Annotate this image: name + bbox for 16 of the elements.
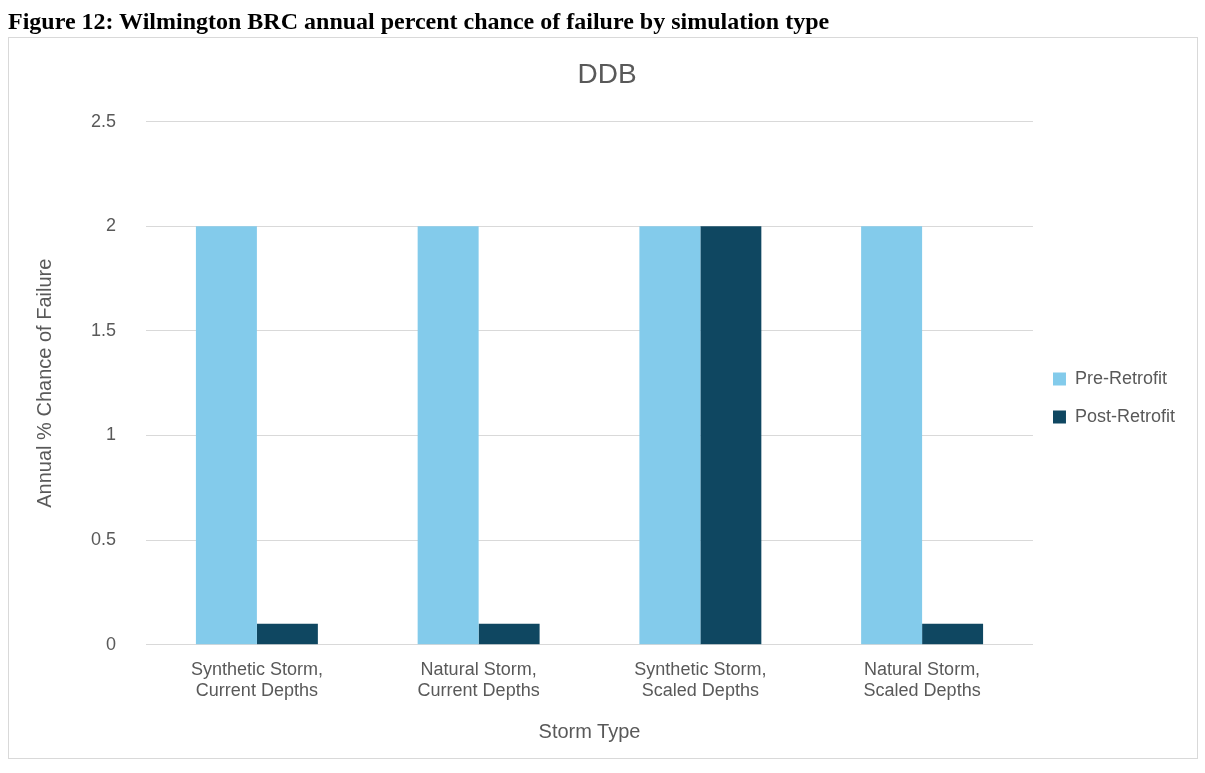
y-tick-label: 0.5 <box>90 529 117 550</box>
y-tick-label: 1 <box>106 424 117 445</box>
y-tick-label: 2 <box>106 215 117 236</box>
x-axis-title: Storm Type <box>538 719 641 742</box>
x-tick-label: Synthetic Storm, Scaled Depths <box>634 658 767 701</box>
caption: Figure 12: Wilmington BRC annual percent chance of failure by simulation type <box>8 8 831 35</box>
x-tick-label: Synthetic Storm, Current Depths <box>190 658 323 701</box>
y-tick-label: 2.5 <box>90 110 117 131</box>
y-tick-label: 0 <box>106 633 117 654</box>
y-axis-title: Annual % Chance of Failure <box>32 258 55 508</box>
x-tick-label: Natural Storm, Scaled Depths <box>863 658 981 701</box>
y-tick-label: 1.5 <box>90 319 117 340</box>
chart-title: DDB <box>577 57 637 89</box>
legend-label: Post-Retrofit <box>1074 405 1175 426</box>
legend-label: Pre-Retrofit <box>1074 367 1167 388</box>
x-tick-label: Natural Storm, Current Depths <box>417 658 540 701</box>
